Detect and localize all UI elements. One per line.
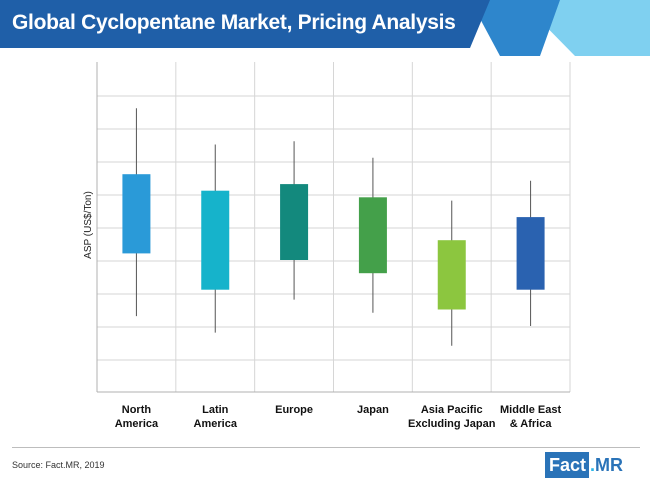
banner-mid-stripe — [470, 0, 560, 56]
x-tick-label: Asia Pacific — [421, 404, 483, 416]
factmr-logo: Fact .MR — [545, 452, 623, 478]
x-tick-label: Europe — [275, 404, 313, 416]
candle-body — [358, 197, 387, 274]
x-tick-label: & Africa — [510, 418, 553, 430]
banner-background — [0, 0, 650, 56]
candle-body — [122, 174, 151, 254]
title-banner: Global Cyclopentane Market, Pricing Anal… — [0, 0, 650, 56]
logo-mr-text: .MR — [589, 452, 623, 478]
logo-dot: . — [590, 455, 596, 475]
x-tick-label: North — [122, 404, 152, 416]
candle-body — [201, 190, 230, 290]
candle-body — [516, 217, 545, 290]
x-tick-label: Middle East — [500, 404, 561, 416]
x-tick-label: Latin — [202, 404, 229, 416]
x-tick-label: America — [194, 418, 238, 430]
source-note: Source: Fact.MR, 2019 — [12, 460, 105, 470]
footer-divider — [12, 447, 640, 448]
banner-dark-band — [0, 0, 490, 48]
y-axis-label: ASP (US$/Ton) — [83, 191, 94, 259]
candle-body — [280, 184, 309, 260]
x-tick-label: Excluding Japan — [408, 418, 496, 430]
x-tick-label: Japan — [357, 404, 389, 416]
x-tick-label: America — [115, 418, 159, 430]
logo-fact-text: Fact — [545, 452, 590, 478]
candle-body — [437, 240, 466, 310]
candlestick-chart: ASP (US$/Ton) North America Latin America Eur… — [83, 62, 571, 430]
page-title: Global Cyclopentane Market, Pricing Anal… — [12, 11, 456, 34]
logo-mr: MR — [595, 455, 624, 475]
